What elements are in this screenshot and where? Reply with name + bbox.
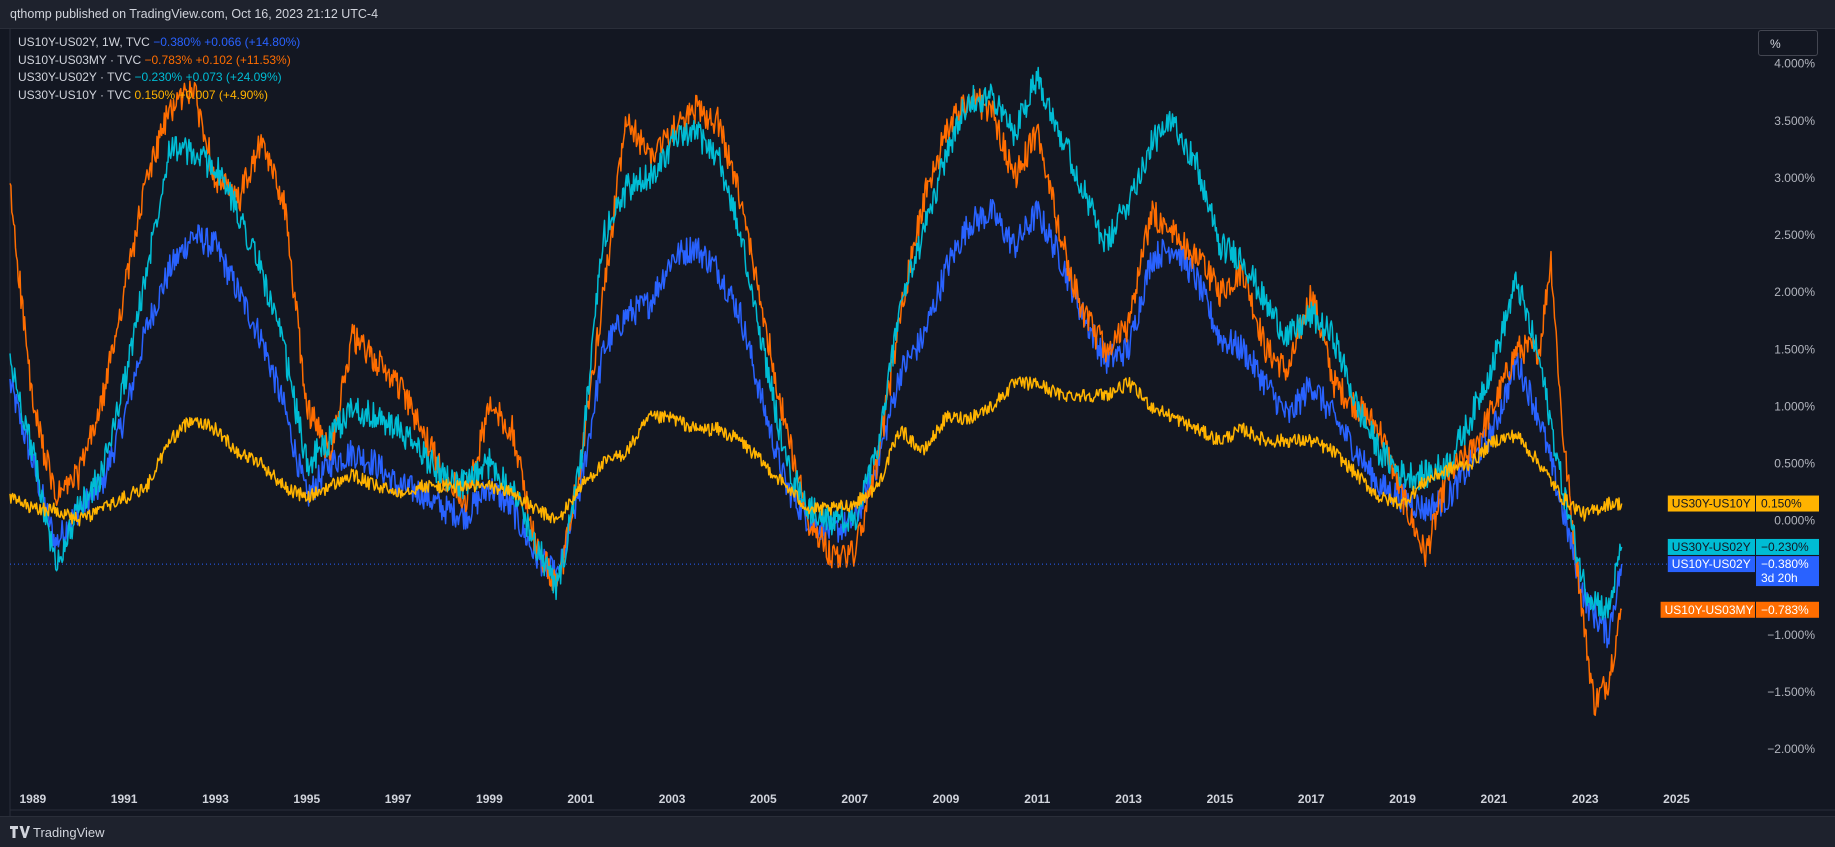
series-line-us10y-us03my xyxy=(9,80,1623,717)
x-tick-label: 2003 xyxy=(659,792,686,806)
price-label-value: −0.783% xyxy=(1761,603,1809,617)
price-label-value-box xyxy=(1756,538,1819,555)
legend-series-change: +0.007 (+4.90%) xyxy=(178,87,268,102)
percent-scale-button[interactable]: % xyxy=(1758,30,1818,56)
series-layer xyxy=(9,66,1623,717)
y-tick-label: 2.500% xyxy=(1774,228,1815,242)
price-label: US30Y-US10Y 0.150% xyxy=(1667,495,1819,512)
price-label: US30Y-US02Y −0.230% xyxy=(1667,538,1819,555)
y-tick-label: 1.000% xyxy=(1774,399,1815,413)
x-tick-label: 2001 xyxy=(567,792,594,806)
x-tick-label: 1995 xyxy=(293,792,320,806)
y-tick-label: 1.500% xyxy=(1774,342,1815,356)
price-label-name-box xyxy=(1667,495,1755,512)
legend-row[interactable]: US10Y-US03MY · TVC −0.783% +0.102 (+11.5… xyxy=(18,52,300,70)
y-tick-label: −2.000% xyxy=(1767,742,1815,756)
series-legend: US10Y-US02Y, 1W, TVC −0.380% +0.066 (+14… xyxy=(18,34,300,104)
x-tick-label: 2017 xyxy=(1298,792,1325,806)
legend-series-value: 0.150% xyxy=(134,87,179,102)
x-tick-label: 2013 xyxy=(1115,792,1142,806)
price-label-name: US30Y-US10Y xyxy=(1672,497,1751,511)
price-label-countdown: 3d 20h xyxy=(1761,571,1798,585)
x-tick-label: 2009 xyxy=(933,792,960,806)
series-line-us30y-us02y xyxy=(9,66,1623,621)
y-tick-label: 4.000% xyxy=(1774,57,1815,71)
legend-series-value: −0.783% xyxy=(144,52,196,67)
series-line-us30y-us10y xyxy=(9,376,1623,527)
y-tick-label: 0.500% xyxy=(1774,457,1815,471)
price-label-name-box xyxy=(1667,538,1755,555)
x-tick-label: 2015 xyxy=(1207,792,1234,806)
price-label-value-box xyxy=(1756,601,1819,618)
chart-area[interactable]: 4.000% 3.500% 3.000% 2.500% 2.000% 1.500% 1.00… xyxy=(0,28,1835,816)
x-tick-label: 1991 xyxy=(111,792,138,806)
price-label-name-box xyxy=(1667,556,1755,573)
x-tick-label: 2007 xyxy=(841,792,868,806)
tradingview-logo-icon[interactable] xyxy=(10,826,30,838)
y-tick-label: 3.000% xyxy=(1774,171,1815,185)
price-label: US10Y-US02Y −0.380%3d 20h xyxy=(1667,556,1819,587)
x-axis: 1989 1991 1993 1995 1997 1999 2001 2003 2005 2007… xyxy=(19,792,1690,806)
price-label-value: 0.150% xyxy=(1761,497,1802,511)
y-tick-label: −1.500% xyxy=(1767,685,1815,699)
publish-header: qthomp published on TradingView.com, Oct… xyxy=(0,0,1835,29)
legend-series-name: US30Y-US02Y · TVC xyxy=(18,70,135,84)
x-tick-label: 2019 xyxy=(1389,792,1416,806)
price-label-value: −0.380% xyxy=(1761,557,1809,571)
x-tick-label: 2023 xyxy=(1572,792,1599,806)
price-label-value: −0.230% xyxy=(1761,540,1809,554)
price-label-value-box xyxy=(1756,556,1819,587)
y-tick-label: 2.000% xyxy=(1774,285,1815,299)
legend-row[interactable]: US30Y-US02Y · TVC −0.230% +0.073 (+24.09… xyxy=(18,69,300,87)
x-tick-label: 2011 xyxy=(1024,792,1050,806)
price-label-value-box xyxy=(1756,495,1819,512)
line-chart[interactable]: 4.000% 3.500% 3.000% 2.500% 2.000% 1.500% 1.00… xyxy=(0,28,1835,816)
x-tick-label: 2005 xyxy=(750,792,777,806)
legend-series-name: US30Y-US10Y · TVC xyxy=(18,87,135,102)
price-label-name: US30Y-US02Y xyxy=(1672,540,1751,554)
price-label-name-box xyxy=(1660,601,1755,618)
legend-row[interactable]: US10Y-US02Y, 1W, TVC −0.380% +0.066 (+14… xyxy=(18,34,300,52)
y-tick-label: 0.000% xyxy=(1774,514,1815,528)
footer-bar: TradingView xyxy=(0,816,1835,847)
x-tick-label: 1993 xyxy=(202,792,229,806)
legend-series-change: +0.102 (+11.53%) xyxy=(195,52,291,67)
legend-series-name: US10Y-US03MY · TVC xyxy=(18,52,145,67)
legend-row[interactable]: US30Y-US10Y · TVC 0.150% +0.007 (+4.90%) xyxy=(18,87,300,105)
brand-name[interactable]: TradingView xyxy=(33,825,105,840)
price-label: US10Y-US03MY −0.783% xyxy=(1660,601,1819,618)
y-tick-label: 3.500% xyxy=(1774,114,1815,128)
legend-series-value: −0.380% xyxy=(153,35,205,49)
legend-series-change: +0.073 (+24.09%) xyxy=(185,70,282,84)
price-labels: US30Y-US10Y 0.150% US30Y-US02Y −0.230% US10Y… xyxy=(1660,495,1819,618)
y-axis: 4.000% 3.500% 3.000% 2.500% 2.000% 1.500% 1.00… xyxy=(1767,57,1815,756)
x-tick-label: 2021 xyxy=(1481,792,1508,806)
legend-series-value: −0.230% xyxy=(134,70,186,84)
x-tick-label: 2025 xyxy=(1663,792,1690,806)
x-tick-label: 1989 xyxy=(19,792,46,806)
price-label-name: US10Y-US02Y xyxy=(1672,557,1751,571)
x-tick-label: 1999 xyxy=(476,792,503,806)
legend-series-change: +0.066 (+14.80%) xyxy=(204,35,301,49)
y-tick-label: −1.000% xyxy=(1767,628,1815,642)
x-tick-label: 1997 xyxy=(385,792,412,806)
price-label-name: US10Y-US03MY xyxy=(1665,603,1754,617)
legend-series-name: US10Y-US02Y, 1W, TVC xyxy=(18,35,154,49)
publish-info: qthomp published on TradingView.com, Oct… xyxy=(10,7,379,21)
